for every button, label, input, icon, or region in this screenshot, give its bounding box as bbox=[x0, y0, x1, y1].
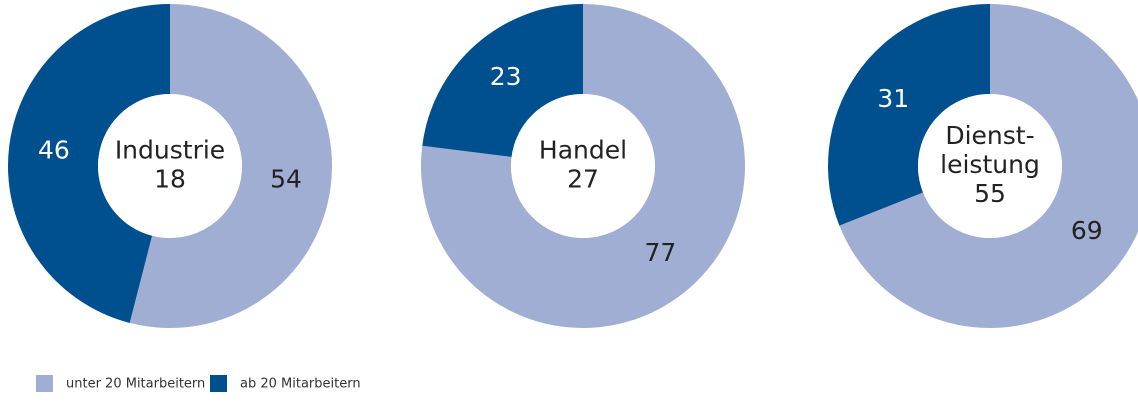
legend-swatch bbox=[36, 375, 53, 392]
legend-label: unter 20 Mitarbeitern bbox=[66, 377, 205, 392]
center-n: 55 bbox=[974, 179, 1006, 208]
donut-hole bbox=[98, 94, 242, 238]
donut-slice bbox=[828, 4, 990, 226]
value-label: 46 bbox=[38, 135, 70, 164]
center-title: Industrie bbox=[115, 136, 225, 165]
donut-hole bbox=[918, 94, 1062, 238]
value-label: 54 bbox=[270, 165, 302, 194]
value-label: 23 bbox=[490, 62, 522, 91]
center-n: 18 bbox=[154, 165, 186, 194]
donut-slice bbox=[129, 4, 333, 329]
donut-hole bbox=[511, 94, 655, 238]
center-title: Handel bbox=[539, 136, 627, 165]
legend-swatch bbox=[210, 375, 227, 392]
legend-label: ab 20 Mitarbeitern bbox=[240, 377, 361, 392]
center-title: Dienst- bbox=[945, 121, 1034, 150]
donut-slice bbox=[422, 4, 583, 157]
center-title: leistung bbox=[940, 150, 1040, 179]
center-n: 27 bbox=[567, 165, 599, 194]
value-label: 31 bbox=[877, 84, 909, 113]
donut-slice bbox=[839, 4, 1138, 328]
value-label: 69 bbox=[1071, 216, 1103, 245]
donut-slice bbox=[420, 4, 745, 328]
value-label: 77 bbox=[644, 238, 676, 267]
donut-slice bbox=[8, 4, 171, 323]
